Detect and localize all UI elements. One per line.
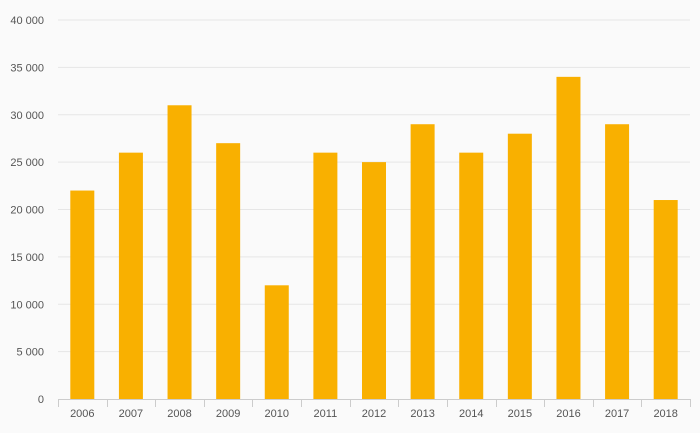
x-tick-label: 2006 xyxy=(70,408,94,420)
y-axis-tick-labels: 0 5 000 10 000 15 000 20 000 25 000 30 000 35 0… xyxy=(10,15,44,406)
bar-2010 xyxy=(264,285,289,399)
y-tick-label: 35 000 xyxy=(10,62,44,74)
x-tick-label: 2018 xyxy=(653,408,677,420)
bar-2008 xyxy=(167,105,192,400)
y-tick-label: 10 000 xyxy=(10,299,44,311)
bar-2016 xyxy=(556,76,581,399)
y-tick-label: 0 xyxy=(38,394,44,406)
x-tick-label: 2008 xyxy=(167,408,191,420)
y-tick-label: 20 000 xyxy=(10,205,44,217)
bar-2011 xyxy=(313,152,338,399)
bar-2018 xyxy=(653,200,678,399)
bar-2007 xyxy=(118,152,143,399)
bar-2014 xyxy=(459,152,484,399)
x-tick-label: 2011 xyxy=(314,408,338,420)
x-tick-label: 2014 xyxy=(459,408,483,420)
bar-2017 xyxy=(605,124,630,399)
y-tick-label: 25 000 xyxy=(10,157,44,169)
bar-2006 xyxy=(70,190,95,399)
x-axis xyxy=(58,399,691,407)
x-tick-label: 2007 xyxy=(119,408,143,420)
x-tick-label: 2009 xyxy=(216,408,240,420)
y-tick-label: 40 000 xyxy=(10,15,44,27)
x-axis-tick-labels: 2006 2007 2008 2009 2010 2011 2012 2013 2014 2015… xyxy=(70,408,678,420)
bar-2015 xyxy=(507,133,532,399)
bar-2012 xyxy=(362,162,386,399)
x-tick-label: 2010 xyxy=(265,408,289,420)
bar-2009 xyxy=(216,143,241,399)
bar-2013 xyxy=(410,124,435,399)
x-tick-label: 2016 xyxy=(556,408,580,420)
y-tick-label: 15 000 xyxy=(10,252,44,264)
x-tick-label: 2015 xyxy=(508,408,532,420)
x-tick-label: 2012 xyxy=(362,408,386,420)
x-tick-label: 2013 xyxy=(410,408,434,420)
y-tick-label: 30 000 xyxy=(10,110,44,122)
y-tick-label: 5 000 xyxy=(16,347,44,359)
bars xyxy=(70,76,678,400)
x-tick-label: 2017 xyxy=(605,408,629,420)
